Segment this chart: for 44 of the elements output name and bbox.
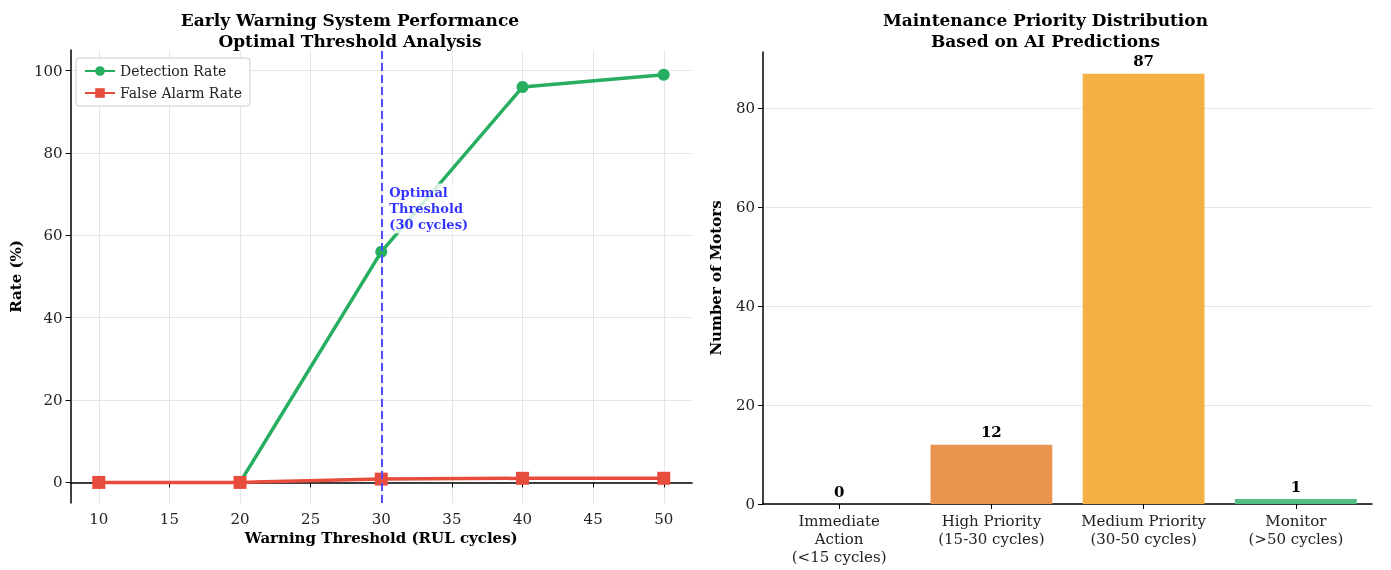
- ref-line-label: Optimal Threshold (30 cycles): [389, 185, 469, 233]
- point: [657, 471, 671, 485]
- x-tick-label: Monitor (>50 cycles): [1248, 512, 1344, 548]
- x-tick-label: High Priority (15-30 cycles): [938, 512, 1045, 548]
- y-tick-label: 60: [43, 226, 63, 245]
- y-tick-label: 0: [52, 473, 63, 492]
- x-tick-label: Medium Priority (30-50 cycles): [1081, 512, 1207, 548]
- y-tick-label: 80: [735, 99, 755, 118]
- point: [657, 68, 670, 81]
- data-label: 0: [833, 482, 845, 501]
- point: [92, 475, 106, 489]
- x-tick-label: 35: [442, 509, 462, 528]
- x-tick-label: 10: [89, 509, 109, 528]
- x-tick-label: 20: [230, 509, 250, 528]
- y-tick-label: 40: [43, 308, 63, 327]
- legend-label: False Alarm Rate: [120, 85, 242, 101]
- legend-label: Detection Rate: [120, 63, 227, 79]
- x-tick-label: Immediate Action (<15 cycles): [791, 512, 887, 566]
- chart-title: Early Warning System Performance Optimal Threshold Analysis: [180, 9, 520, 51]
- y-axis-title: Rate (%): [6, 240, 25, 313]
- data-label: 12: [980, 423, 1002, 442]
- y-tick-label: 60: [735, 198, 755, 217]
- point: [516, 81, 529, 94]
- x-tick-label: 45: [583, 509, 603, 528]
- y-tick-label: 100: [33, 61, 63, 80]
- x-tick-label: 15: [159, 509, 179, 528]
- y-tick-label: 80: [43, 143, 63, 162]
- bar: [1082, 73, 1205, 504]
- y-tick-label: 40: [735, 297, 755, 316]
- x-axis-title: Warning Threshold (RUL cycles): [243, 529, 518, 548]
- bar: [930, 444, 1053, 504]
- bar: [1234, 499, 1357, 504]
- x-tick-label: 30: [371, 509, 391, 528]
- x-tick-label: 25: [301, 509, 321, 528]
- y-tick-label: 20: [735, 396, 755, 415]
- y-tick-label: 20: [43, 391, 63, 410]
- point: [516, 471, 530, 485]
- x-tick-label: 40: [512, 509, 533, 528]
- x-tick-label: 50: [654, 509, 674, 528]
- chart-title: Maintenance Priority Distribution Based on AI Predictions: [882, 9, 1209, 51]
- data-label: 1: [1290, 477, 1302, 496]
- y-axis-title: Number of Motors: [706, 200, 725, 356]
- y-tick-label: 0: [745, 495, 755, 513]
- data-label: 87: [1133, 52, 1155, 71]
